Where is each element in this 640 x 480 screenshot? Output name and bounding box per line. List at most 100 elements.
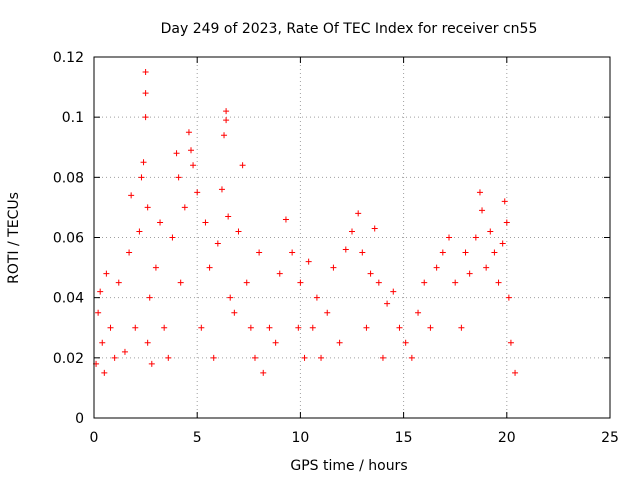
data-point	[185, 129, 192, 136]
data-point	[491, 249, 498, 256]
data-point	[175, 174, 182, 181]
data-point	[501, 198, 508, 205]
data-point	[223, 108, 230, 115]
data-point	[107, 324, 114, 331]
y-tick-label: 0.02	[53, 351, 84, 367]
data-point	[479, 207, 486, 214]
data-point	[355, 210, 362, 217]
y-tick-label: 0.12	[53, 50, 84, 66]
data-point	[223, 117, 230, 124]
grid-lines	[94, 57, 610, 418]
x-axis-label: GPS time / hours	[290, 458, 407, 474]
data-point	[384, 300, 391, 307]
data-point	[472, 234, 479, 241]
data-point	[439, 249, 446, 256]
data-point	[342, 246, 349, 253]
y-tick-label: 0.06	[53, 231, 84, 247]
data-point	[512, 369, 519, 376]
data-point	[142, 114, 149, 121]
data-point	[313, 294, 320, 301]
data-point	[173, 150, 180, 157]
data-point	[289, 249, 296, 256]
data-point	[115, 279, 122, 286]
data-point	[295, 324, 302, 331]
data-point	[144, 339, 151, 346]
data-point	[495, 279, 502, 286]
data-point	[408, 354, 415, 361]
x-tick-label: 15	[395, 430, 413, 446]
data-point	[297, 279, 304, 286]
data-point	[251, 354, 258, 361]
data-point	[446, 234, 453, 241]
data-point	[206, 264, 213, 271]
data-point	[218, 186, 225, 193]
data-point	[396, 324, 403, 331]
data-point	[227, 294, 234, 301]
data-point	[402, 339, 409, 346]
data-point	[309, 324, 316, 331]
data-points	[93, 69, 519, 376]
chart-title: Day 249 of 2023, Rate Of TEC Index for r…	[161, 21, 538, 37]
y-tick-label: 0.08	[53, 170, 84, 186]
data-point	[499, 240, 506, 247]
data-point	[188, 147, 195, 154]
data-point	[152, 264, 159, 271]
data-point	[169, 234, 176, 241]
data-point	[181, 204, 188, 211]
data-point	[142, 90, 149, 97]
data-point	[466, 270, 473, 277]
data-point	[359, 249, 366, 256]
data-point	[272, 339, 279, 346]
axis-ticks: 0 5 10 15 20 25 0 0.02 0.04 0.06 0.08 0.1 0.12	[53, 50, 619, 446]
data-point	[458, 324, 465, 331]
x-tick-label: 25	[601, 430, 619, 446]
data-point	[202, 219, 209, 226]
data-point	[476, 189, 483, 196]
data-point	[161, 324, 168, 331]
x-tick-label: 5	[193, 430, 202, 446]
data-point	[318, 354, 325, 361]
data-point	[487, 228, 494, 235]
data-point	[214, 240, 221, 247]
data-point	[256, 249, 263, 256]
y-tick-label: 0	[75, 411, 84, 427]
data-point	[99, 339, 106, 346]
data-point	[231, 309, 238, 316]
x-tick-label: 20	[498, 430, 516, 446]
data-point	[375, 279, 382, 286]
data-point	[128, 192, 135, 199]
data-point	[177, 279, 184, 286]
data-point	[483, 264, 490, 271]
data-point	[243, 279, 250, 286]
data-point	[503, 219, 510, 226]
data-point	[165, 354, 172, 361]
data-point	[126, 249, 133, 256]
data-point	[363, 324, 370, 331]
data-point	[142, 69, 149, 76]
x-tick-label: 0	[90, 430, 99, 446]
data-point	[132, 324, 139, 331]
data-point	[121, 348, 128, 355]
data-point	[101, 369, 108, 376]
data-point	[276, 270, 283, 277]
data-point	[221, 132, 228, 139]
data-point	[367, 270, 374, 277]
data-point	[324, 309, 331, 316]
data-point	[371, 225, 378, 232]
data-point	[190, 162, 197, 169]
data-point	[266, 324, 273, 331]
data-point	[210, 354, 217, 361]
data-point	[415, 309, 422, 316]
data-point	[330, 264, 337, 271]
data-point	[225, 213, 232, 220]
data-point	[247, 324, 254, 331]
data-point	[305, 258, 312, 265]
data-point	[427, 324, 434, 331]
y-tick-label: 0.04	[53, 291, 84, 307]
data-point	[194, 189, 201, 196]
data-point	[198, 324, 205, 331]
data-point	[136, 228, 143, 235]
data-point	[235, 228, 242, 235]
x-tick-label: 10	[291, 430, 309, 446]
data-point	[97, 288, 104, 295]
